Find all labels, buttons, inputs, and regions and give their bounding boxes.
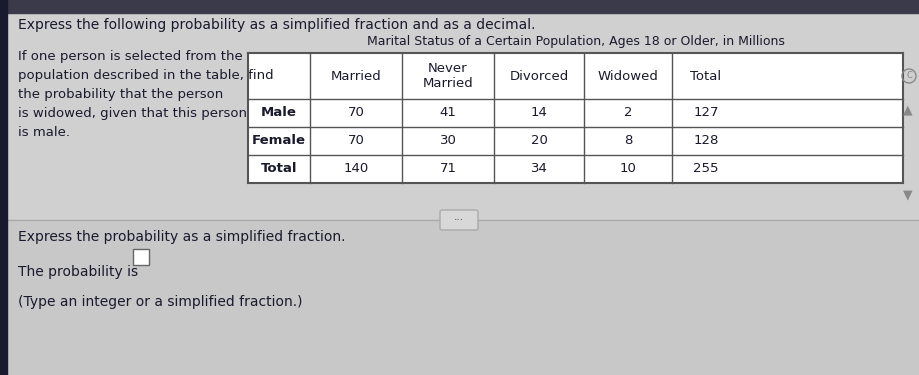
Bar [0, 0, 919, 13]
Text: Total: Total [261, 162, 297, 176]
Text: Divorced: Divorced [509, 69, 569, 82]
Text: 70: 70 [347, 135, 365, 147]
Text: (Type an integer or a simplified fraction.): (Type an integer or a simplified fractio… [18, 295, 302, 309]
Text: Express the following probability as a simplified fraction and as a decimal.: Express the following probability as a s… [18, 18, 536, 32]
Text: Express the probability as a simplified fraction.: Express the probability as a simplified … [18, 230, 346, 244]
Text: 30: 30 [439, 135, 457, 147]
Text: Marital Status of a Certain Population, Ages 18 or Older, in Millions: Marital Status of a Certain Population, … [367, 35, 785, 48]
Text: 8: 8 [624, 135, 632, 147]
Text: 20: 20 [530, 135, 548, 147]
Text: 2: 2 [624, 106, 632, 120]
Text: 34: 34 [530, 162, 548, 176]
Text: 128: 128 [693, 135, 719, 147]
Text: population described in the table, find: population described in the table, find [18, 69, 274, 82]
Bar [0, 0, 7, 375]
Text: is widowed, given that this person: is widowed, given that this person [18, 107, 247, 120]
Bar [248, 53, 903, 183]
Text: ▲: ▲ [903, 104, 913, 117]
Bar [0, 220, 919, 375]
Text: 127: 127 [693, 106, 719, 120]
Text: ▼: ▼ [903, 189, 913, 201]
Text: 71: 71 [439, 162, 457, 176]
Text: If one person is selected from the: If one person is selected from the [18, 50, 243, 63]
Text: 70: 70 [347, 106, 365, 120]
Text: C: C [906, 72, 912, 81]
Text: Married: Married [331, 69, 381, 82]
Text: Never
Married: Never Married [423, 62, 473, 90]
Text: is male.: is male. [18, 126, 70, 139]
Text: Widowed: Widowed [597, 69, 658, 82]
Text: Male: Male [261, 106, 297, 120]
Text: Total: Total [690, 69, 721, 82]
Text: 140: 140 [344, 162, 369, 176]
Text: ···: ··· [454, 215, 464, 225]
FancyBboxPatch shape [440, 210, 478, 230]
Text: 10: 10 [619, 162, 637, 176]
Text: Female: Female [252, 135, 306, 147]
Text: 14: 14 [530, 106, 548, 120]
Text: 41: 41 [439, 106, 457, 120]
Text: the probability that the person: the probability that the person [18, 88, 223, 101]
Bar [133, 249, 149, 265]
Text: 255: 255 [693, 162, 719, 176]
Text: The probability is: The probability is [18, 265, 138, 279]
